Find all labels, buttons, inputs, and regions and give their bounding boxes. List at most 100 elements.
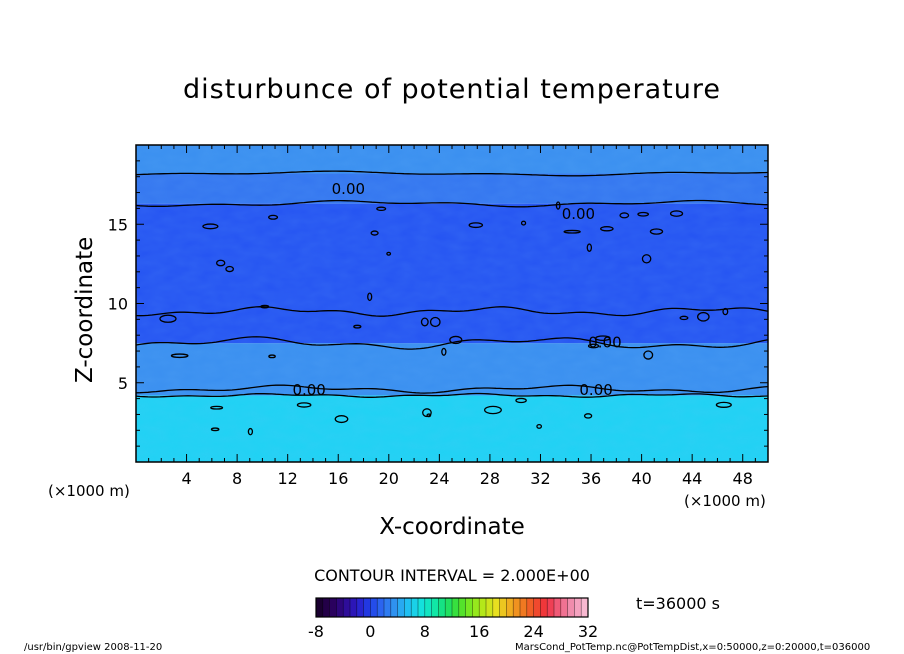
colorbar-cell xyxy=(465,598,473,617)
colorbar-tick-label: 32 xyxy=(578,622,598,641)
colorbar-cell xyxy=(322,598,330,617)
contour-blob-15 xyxy=(334,415,349,424)
colorbar-cell xyxy=(370,598,378,617)
x-tick-label: 28 xyxy=(480,469,500,488)
colorbar-cell xyxy=(363,598,371,617)
contour-blob-44 xyxy=(422,408,432,418)
contour-blob-45 xyxy=(520,220,527,226)
contour-blob-26 xyxy=(247,427,254,436)
contour-label-0: 0.00 xyxy=(332,180,365,198)
colorbar-cell xyxy=(390,598,398,617)
contour-blob-18 xyxy=(649,228,664,235)
contour-blob-28 xyxy=(679,315,689,321)
colorbar-cell xyxy=(581,598,589,617)
heatmap-texture xyxy=(136,145,768,462)
x-axis-label: X-coordinate xyxy=(379,514,525,540)
contour-blob-12 xyxy=(555,201,561,210)
contour-blob-21 xyxy=(386,251,392,256)
contour-blob-11 xyxy=(376,206,387,212)
contour-blob-20 xyxy=(370,230,379,236)
contour-blob-43 xyxy=(449,335,463,345)
colorbar-cell xyxy=(438,598,446,617)
contour-blob-41 xyxy=(210,427,220,432)
colorbar-cell xyxy=(350,598,358,617)
colorbar-cell xyxy=(377,598,385,617)
colorbar-cell xyxy=(452,598,460,617)
colorbar-cell xyxy=(397,598,405,617)
contour-blob-35 xyxy=(268,354,276,359)
colorbar-cell xyxy=(329,598,337,617)
y-tick-label: 10 xyxy=(108,295,128,314)
x-tick-label: 20 xyxy=(379,469,399,488)
contour-line-5 xyxy=(135,170,769,177)
contour-blob-3 xyxy=(420,317,429,327)
colorbar-cell xyxy=(336,598,344,617)
contour-blob-9 xyxy=(669,210,684,217)
x-tick-label: 8 xyxy=(232,469,242,488)
colorbar: -8 0 8 16 24 32 xyxy=(308,597,598,641)
colorbar-cell xyxy=(520,598,528,617)
colorbar-cell xyxy=(472,598,480,617)
x-tick-label: 36 xyxy=(581,469,601,488)
contour-blob-36 xyxy=(722,307,729,316)
contour-blob-33 xyxy=(268,214,279,220)
contour-blob-13 xyxy=(260,304,270,309)
colorbar-tick-label: 24 xyxy=(523,622,543,641)
x-tick-label: 12 xyxy=(278,469,298,488)
x-tick-label: 32 xyxy=(530,469,550,488)
contour-blob-22 xyxy=(715,401,732,408)
colorbar-cell xyxy=(499,598,507,617)
x-tick-label: 4 xyxy=(181,469,191,488)
colorbar-cell xyxy=(540,598,548,617)
x-unit-left: (×1000 m) xyxy=(48,482,130,500)
colorbar-tick-label: 16 xyxy=(469,622,489,641)
colorbar-cell xyxy=(506,598,514,617)
colorbar-cell xyxy=(554,598,562,617)
contour-blob-40 xyxy=(583,413,593,419)
contour-line-1 xyxy=(135,384,769,394)
contour-line-3 xyxy=(135,306,769,317)
x-axis-ticks: 4 8 12 16 20 24 28 32 36 40 44 48 xyxy=(135,145,769,488)
colorbar-cell xyxy=(445,598,453,617)
contour-blob-17 xyxy=(210,405,224,410)
contour-blob-5 xyxy=(468,222,484,229)
contour-line-4 xyxy=(135,199,769,208)
contour-blob-4 xyxy=(225,265,235,273)
contour-blob-23 xyxy=(367,292,373,302)
contour-lines xyxy=(135,170,769,436)
colorbar-cell xyxy=(479,598,487,617)
colorbar-cell xyxy=(458,598,466,617)
contour-blob-24 xyxy=(159,314,177,323)
colorbar-cell xyxy=(384,598,392,617)
contour-label-3: 0.00 xyxy=(292,381,325,399)
contour-blob-10 xyxy=(587,343,600,349)
colorbar-cell xyxy=(513,598,521,617)
contour-blob-38 xyxy=(170,353,189,359)
contour-label-2: 0.00 xyxy=(588,334,621,352)
colorbar-cell xyxy=(574,598,582,617)
contour-blob-30 xyxy=(637,211,650,217)
contour-blob-32 xyxy=(441,347,447,356)
contour-blob-37 xyxy=(483,405,502,415)
time-label: t=36000 s xyxy=(636,594,720,613)
x-tick-label: 24 xyxy=(429,469,449,488)
y-tick-label: 5 xyxy=(118,374,128,393)
colorbar-cell xyxy=(356,598,364,617)
colorbar-cell xyxy=(533,598,541,617)
colorbar-tick-label: -8 xyxy=(308,622,324,641)
contour-blob-29 xyxy=(641,254,652,264)
contour-line-0 xyxy=(135,392,769,398)
contour-blob-27 xyxy=(619,212,630,219)
y-axis-ticks: 5 10 15 xyxy=(108,144,768,463)
chart-title: disturbunce of potential temperature xyxy=(183,74,721,105)
contour-label-4: 0.00 xyxy=(579,381,612,399)
contour-blob-8 xyxy=(600,226,614,232)
colorbar-cell xyxy=(431,598,439,617)
x-tick-label: 40 xyxy=(631,469,651,488)
contour-blob-0 xyxy=(536,423,543,429)
y-axis-label: Z-coordinate xyxy=(72,236,98,383)
contour-blob-6 xyxy=(643,350,654,360)
contour-labels: 0.00 0.00 0.00 0.00 0.00 xyxy=(292,180,621,399)
colorbar-cell xyxy=(560,598,568,617)
